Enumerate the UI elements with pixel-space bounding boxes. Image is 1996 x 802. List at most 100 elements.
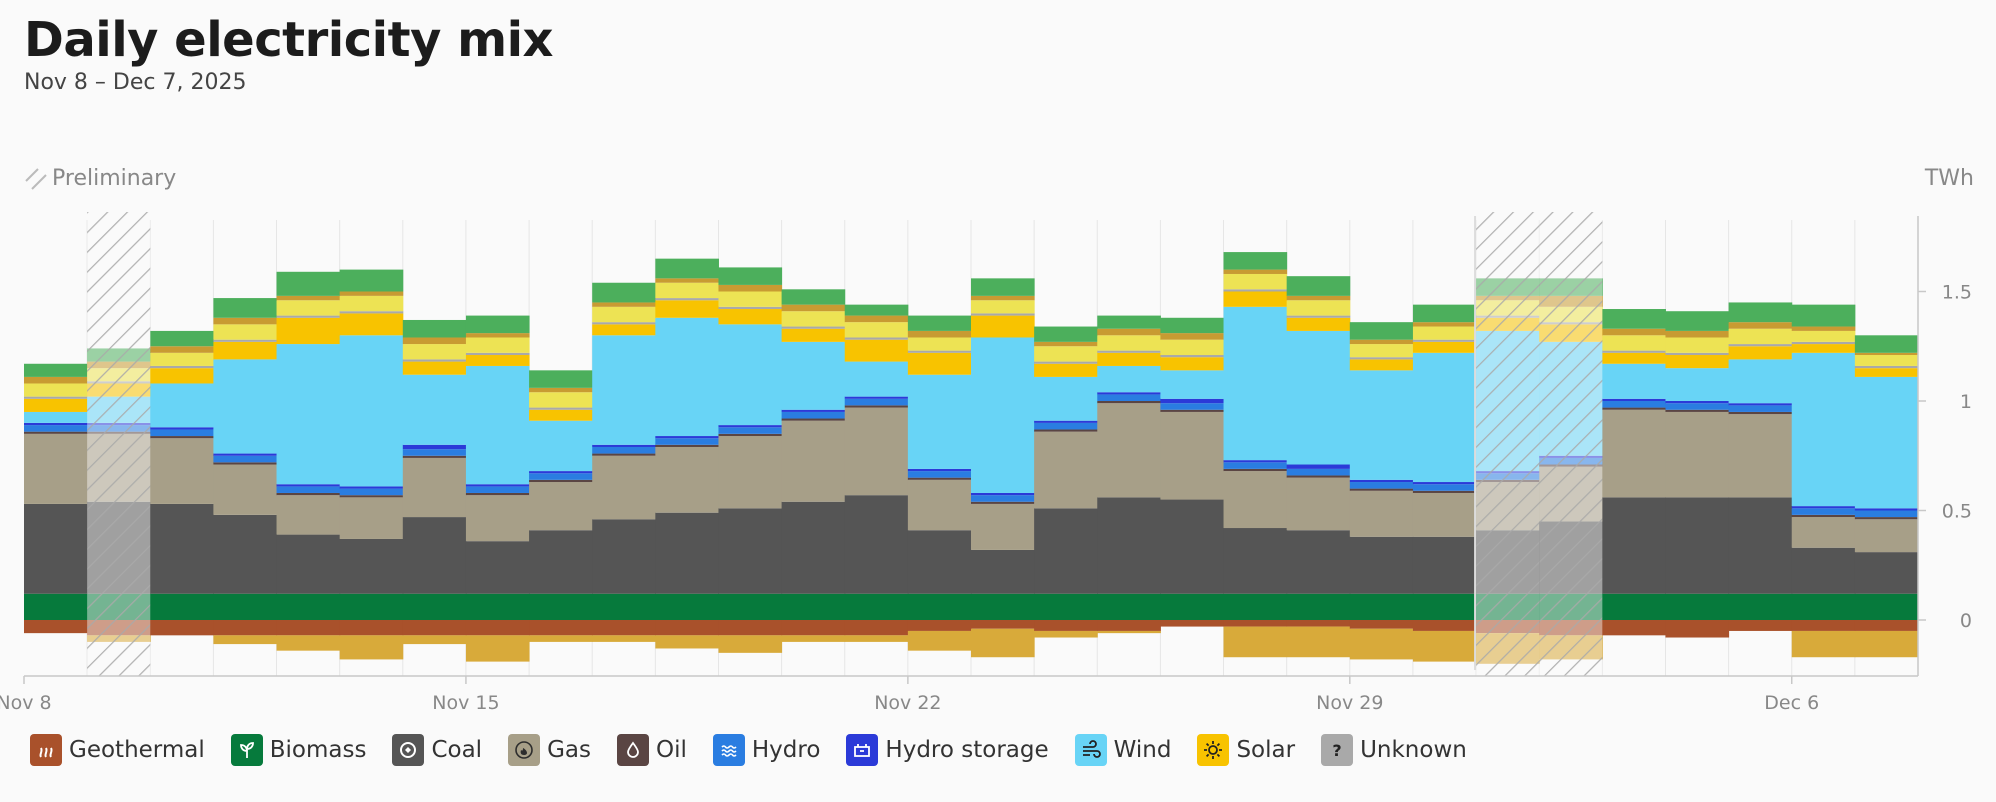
bar-segment[interactable]: [1412, 304, 1477, 323]
bar-segment[interactable]: [781, 409, 846, 412]
bar-segment[interactable]: [1791, 508, 1856, 515]
bar-segment[interactable]: [1223, 291, 1288, 307]
bar-segment[interactable]: [529, 387, 593, 393]
bar-segment[interactable]: [1791, 514, 1856, 518]
bar-segment[interactable]: [1286, 295, 1351, 301]
bar-segment[interactable]: [592, 519, 656, 594]
bar-segment[interactable]: [1854, 376, 1919, 509]
bar-segment[interactable]: [1791, 330, 1856, 342]
bar-segment[interactable]: [276, 486, 341, 493]
legend-item[interactable]: Geothermal: [30, 734, 205, 766]
bar-segment[interactable]: [781, 593, 846, 620]
bar-segment[interactable]: [655, 438, 719, 445]
bar-segment[interactable]: [339, 269, 404, 292]
bar-segment[interactable]: [465, 492, 530, 496]
bar-segment[interactable]: [1665, 337, 1730, 353]
bar-segment[interactable]: [718, 306, 783, 310]
bar-segment[interactable]: [1412, 326, 1477, 340]
bar-segment[interactable]: [339, 635, 404, 660]
legend-item[interactable]: Hydro storage: [846, 734, 1049, 766]
bar-segment[interactable]: [150, 368, 214, 384]
bar-segment[interactable]: [213, 341, 278, 360]
bar-segment[interactable]: [1160, 333, 1225, 340]
bar-segment[interactable]: [1665, 620, 1730, 638]
bar-segment[interactable]: [1602, 328, 1666, 336]
bar-segment[interactable]: [655, 446, 719, 513]
bar-segment[interactable]: [1791, 620, 1856, 631]
bar-segment[interactable]: [844, 396, 909, 399]
bar-segment[interactable]: [529, 482, 593, 531]
bar-segment[interactable]: [1854, 335, 1919, 353]
bar-segment[interactable]: [1160, 403, 1225, 410]
bar-segment[interactable]: [1665, 368, 1730, 401]
bar-segment[interactable]: [1665, 411, 1730, 498]
bar-segment[interactable]: [1854, 365, 1919, 369]
bar-segment[interactable]: [592, 282, 656, 303]
bar-segment[interactable]: [465, 315, 530, 334]
bar-segment[interactable]: [529, 407, 593, 410]
bar-segment[interactable]: [844, 635, 909, 642]
bar-segment[interactable]: [1728, 302, 1793, 323]
bar-segment[interactable]: [592, 306, 656, 323]
bar-segment[interactable]: [844, 337, 909, 340]
bar-segment[interactable]: [1665, 497, 1730, 594]
bar-segment[interactable]: [276, 492, 341, 496]
bar-segment[interactable]: [339, 497, 404, 539]
legend-item[interactable]: ? Unknown: [1321, 734, 1467, 766]
bar-segment[interactable]: [971, 628, 1035, 658]
bar-segment[interactable]: [1602, 401, 1666, 408]
bar-segment[interactable]: [24, 431, 88, 434]
bar-segment[interactable]: [781, 311, 846, 327]
bar-segment[interactable]: [1223, 306, 1288, 461]
bar-segment[interactable]: [1034, 363, 1098, 377]
bar-segment[interactable]: [1223, 289, 1288, 292]
bar-segment[interactable]: [402, 449, 467, 456]
bar-segment[interactable]: [1791, 593, 1856, 620]
bar-segment[interactable]: [213, 298, 278, 318]
bar-segment[interactable]: [1223, 273, 1288, 290]
bar-segment[interactable]: [402, 517, 467, 594]
bar-segment[interactable]: [971, 492, 1035, 496]
bar-segment[interactable]: [1602, 407, 1666, 410]
bar-segment[interactable]: [465, 365, 530, 485]
bar-segment[interactable]: [1160, 317, 1225, 334]
bar-segment[interactable]: [718, 620, 783, 636]
bar-segment[interactable]: [1602, 363, 1666, 399]
bar-segment[interactable]: [529, 635, 593, 642]
bar-segment[interactable]: [907, 593, 972, 620]
bar-segment[interactable]: [1160, 398, 1225, 404]
bar-segment[interactable]: [465, 635, 530, 662]
bar-segment[interactable]: [150, 429, 214, 437]
bar-segment[interactable]: [1602, 409, 1666, 498]
bar-segment[interactable]: [1412, 620, 1477, 631]
bar-segment[interactable]: [1728, 411, 1793, 415]
bar-segment[interactable]: [844, 495, 909, 594]
bar-segment[interactable]: [1097, 497, 1161, 594]
bar-segment[interactable]: [1034, 422, 1098, 430]
bar-segment[interactable]: [1412, 536, 1477, 594]
bar-segment[interactable]: [150, 503, 214, 594]
bar-segment[interactable]: [529, 471, 593, 474]
bar-segment[interactable]: [1665, 330, 1730, 338]
bar-segment[interactable]: [1223, 468, 1288, 472]
bar-segment[interactable]: [1286, 315, 1351, 318]
bar-segment[interactable]: [592, 455, 656, 520]
bar-segment[interactable]: [1602, 593, 1666, 620]
bar-segment[interactable]: [213, 339, 278, 342]
bar-segment[interactable]: [24, 383, 88, 397]
bar-segment[interactable]: [781, 328, 846, 342]
legend-item[interactable]: Oil: [616, 734, 687, 766]
bar-segment[interactable]: [1286, 593, 1351, 620]
bar-segment[interactable]: [1223, 269, 1288, 274]
bar-segment[interactable]: [1854, 355, 1919, 366]
bar-segment[interactable]: [907, 630, 972, 651]
bar-segment[interactable]: [655, 258, 719, 279]
bar-segment[interactable]: [655, 317, 719, 437]
bar-segment[interactable]: [402, 344, 467, 360]
bar-segment[interactable]: [339, 495, 404, 498]
bar-segment[interactable]: [971, 593, 1035, 620]
bar-segment[interactable]: [1286, 475, 1351, 478]
bar-segment[interactable]: [655, 300, 719, 318]
bar-segment[interactable]: [971, 501, 1035, 504]
legend-item[interactable]: Hydro: [712, 734, 820, 766]
